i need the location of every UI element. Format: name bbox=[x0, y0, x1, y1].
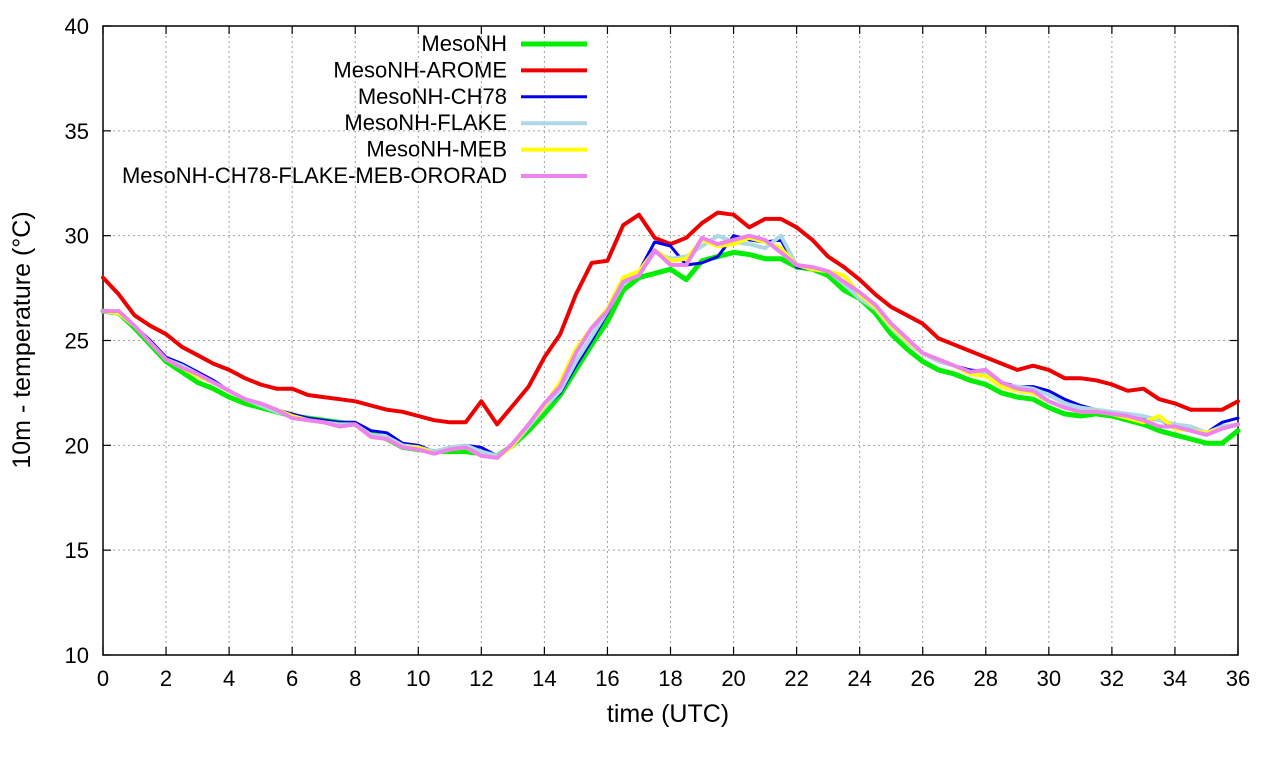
x-tick-label: 14 bbox=[532, 666, 556, 691]
legend-label-mesonh-meb: MesoNH-MEB bbox=[366, 137, 507, 162]
legend-label-mesonh-ch78: MesoNH-CH78 bbox=[358, 84, 507, 109]
legend: MesoNHMesoNH-AROMEMesoNH-CH78MesoNH-FLAK… bbox=[122, 31, 587, 188]
y-tick-label: 15 bbox=[65, 538, 89, 563]
y-tick-label: 10 bbox=[65, 643, 89, 668]
y-tick-label: 25 bbox=[65, 329, 89, 354]
series-line-mesonh-arome bbox=[101, 210, 1240, 427]
x-tick-label: 36 bbox=[1226, 666, 1250, 691]
legend-label-mesonh-arome: MesoNH-AROME bbox=[333, 57, 507, 82]
x-tick-label: 8 bbox=[349, 666, 361, 691]
axis-ticks: 0 2 4 6 8 10 12 14 16 18 20 22 24 26 28 30 32 34 361015202… bbox=[65, 14, 1251, 691]
x-tick-label: 30 bbox=[1037, 666, 1061, 691]
legend-label-mesonh-flake: MesoNH-FLAKE bbox=[344, 110, 507, 135]
x-tick-label: 28 bbox=[974, 666, 998, 691]
y-tick-label: 40 bbox=[65, 14, 89, 39]
x-tick-label: 34 bbox=[1163, 666, 1187, 691]
series-lines bbox=[100, 210, 1241, 460]
x-tick-label: 20 bbox=[721, 666, 745, 691]
legend-label-mesonh-ch78-flake-meb-ororad: MesoNH-CH78-FLAKE-MEB-ORORAD bbox=[122, 163, 507, 188]
x-tick-label: 16 bbox=[595, 666, 619, 691]
x-tick-label: 18 bbox=[658, 666, 682, 691]
grid-lines bbox=[103, 26, 1238, 655]
y-tick-label: 20 bbox=[65, 433, 89, 458]
x-tick-label: 24 bbox=[847, 666, 871, 691]
x-tick-label: 6 bbox=[286, 666, 298, 691]
y-tick-label: 30 bbox=[65, 224, 89, 249]
x-tick-label: 22 bbox=[784, 666, 808, 691]
legend-label-mesonh: MesoNH bbox=[421, 31, 507, 56]
x-tick-label: 4 bbox=[223, 666, 235, 691]
x-tick-label: 0 bbox=[97, 666, 109, 691]
y-axis-title: 10m - temperature (°C) bbox=[8, 211, 36, 468]
series-line-mesonh-ch78-flake-meb-ororad bbox=[101, 233, 1240, 460]
x-tick-label: 2 bbox=[160, 666, 172, 691]
y-tick-label: 35 bbox=[65, 119, 89, 144]
x-tick-label: 26 bbox=[910, 666, 934, 691]
x-axis-title: time (UTC) bbox=[607, 700, 729, 728]
x-tick-label: 12 bbox=[469, 666, 493, 691]
x-tick-label: 10 bbox=[406, 666, 430, 691]
x-tick-label: 32 bbox=[1100, 666, 1124, 691]
